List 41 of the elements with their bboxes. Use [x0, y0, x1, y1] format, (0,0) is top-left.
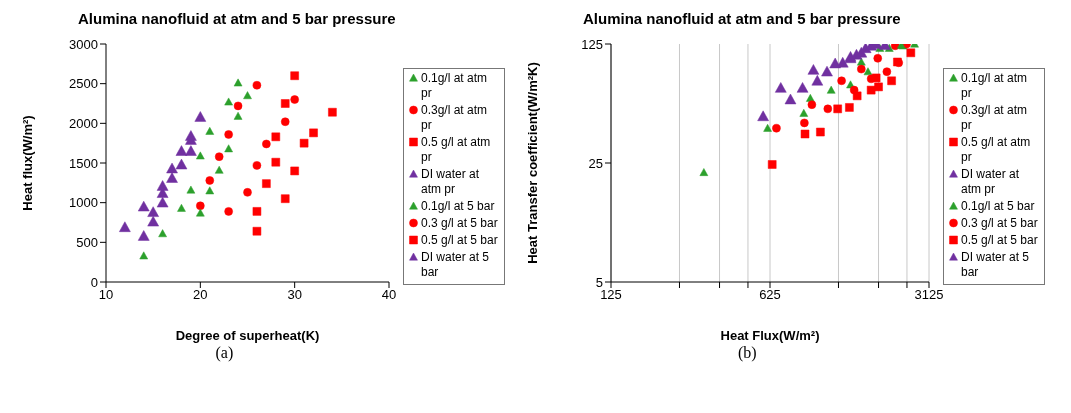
x-tick-label: 30	[287, 287, 302, 303]
y-tick-label: 1000	[69, 195, 98, 211]
legend-label: 0.1g/l at 5 bar	[961, 199, 1035, 214]
legend-label: DI water at atm pr	[961, 167, 1021, 197]
chart-title: Alumina nanofluid at atm and 5 bar pressure	[78, 10, 396, 29]
y-tick-label: 1500	[69, 155, 98, 171]
y-tick-label: 125	[581, 36, 603, 52]
y-axis-title: Heat flux(W/m²)	[20, 115, 35, 211]
y-tick-label: 25	[588, 155, 603, 171]
x-tick-label: 125	[600, 287, 622, 303]
legend-label: 0.5 g/l at 5 bar	[421, 233, 498, 248]
x-axis-title: Heat Flux(W/m²)	[720, 328, 820, 343]
legend-label: 0.3 g/l at 5 bar	[961, 216, 1038, 231]
y-tick-label: 0	[90, 274, 98, 290]
x-tick-label: 40	[381, 287, 397, 303]
x-tick-label: 3125	[914, 287, 944, 303]
legend-label: DI water at atm pr	[421, 167, 481, 197]
legend-label: 0.3g/l at atm pr	[421, 103, 489, 133]
chart-title: Alumina nanofluid at atm and 5 bar pressure	[583, 10, 901, 29]
x-tick-label: 625	[759, 287, 781, 303]
legend-label: DI water at 5 bar	[961, 250, 1031, 280]
text: (b)	[738, 344, 757, 362]
y-tick-label: 3000	[69, 36, 98, 52]
legend-label: 0.5 g/l at 5 bar	[961, 233, 1038, 248]
legend-label: 0.5 g/l at atm pr	[421, 135, 492, 165]
y-tick-label: 500	[76, 234, 98, 250]
legend-label: 0.1g/l at atm pr	[961, 71, 1029, 101]
y-tick-label: 5	[595, 274, 603, 290]
x-tick-label: 10	[98, 287, 114, 303]
legend-label: 0.1g/l at 5 bar	[421, 199, 495, 214]
legend-label: 0.3g/l at atm pr	[961, 103, 1029, 133]
x-tick-label: 20	[193, 287, 208, 303]
x-axis-title: Degree of superheat(K)	[175, 328, 320, 343]
legend-label: 0.1g/l at atm pr	[421, 71, 489, 101]
legend-label: 0.5 g/l at atm pr	[961, 135, 1032, 165]
y-tick-label: 2000	[69, 115, 98, 131]
y-axis-title: Heat Transfer coefficient(W/m²K)	[525, 62, 540, 264]
text: (a)	[215, 344, 234, 362]
y-tick-label: 2500	[69, 76, 98, 92]
legend-label: 0.3 g/l at 5 bar	[421, 216, 498, 231]
legend-label: DI water at 5 bar	[421, 250, 491, 280]
